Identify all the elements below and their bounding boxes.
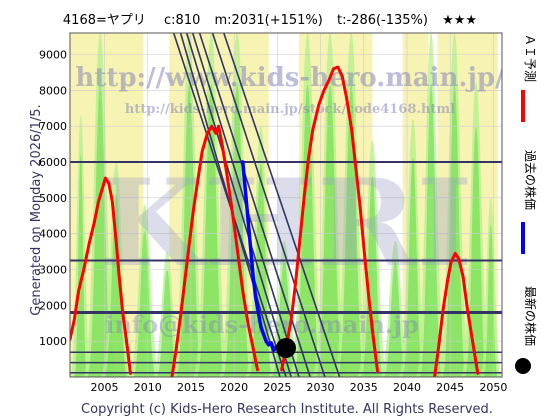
trend-line [211,33,326,377]
green-ridge-core [361,175,384,377]
current-price-label: c:810 [164,13,200,28]
x-tick-label: 2020 [220,381,248,394]
legend-label-latest-price: 最新の株価 [523,286,538,346]
green-ridge-core [402,157,424,377]
svg-text:4168=ヤプリ c:810 m:2: 4168=ヤプリ c:810 m:2031(+151%) t:-286(-135… [63,13,477,28]
green-ridge-core [74,154,88,377]
y-tick-label: 7000 [39,120,67,133]
green-ridge-core [483,224,498,377]
latest-price-marker [276,337,296,358]
x-tick-label: 2015 [177,381,205,394]
ai-forecast-line [280,65,380,374]
copyright-footer: Copyright (c) Kids-Hero Research Institu… [81,402,493,417]
green-ridge-core [133,230,157,377]
legend-swatch-latest-price [515,358,531,374]
x-tick-label: 2050 [479,381,507,394]
green-ridge-core [104,194,128,377]
x-tick-label: 2035 [350,381,378,394]
green-ridge-core [442,84,467,377]
x-tick-label: 2010 [134,381,162,394]
legend-label-ai-forecast: ＡＩ予測 [523,34,537,82]
green-ridge-core [316,84,344,377]
legend-label-past-price: 過去の株価 [523,150,538,210]
watermark-url-code: http://kids-hero.main.jp/stock/code4168.… [125,102,455,117]
y-tick-label: 6000 [39,156,67,169]
y-tick-label: 4000 [39,228,67,241]
green-ridge-core [156,270,178,377]
watermark-url-main: http://www.kids-hero.main.jp/ [75,63,505,93]
rating-stars: ★★★ [442,13,477,28]
green-ridge-core [197,84,226,377]
green-ridge-core [419,84,443,377]
green-ridge-core [337,84,365,377]
watermark-logo: KHRI [99,153,473,294]
x-tick-label: 2045 [436,381,464,394]
y-tick-label: 1000 [39,335,67,348]
plot-frame [69,32,503,378]
trend-line [185,33,292,377]
y-tick-label: 9000 [39,49,67,62]
ai-forecast-line [170,124,259,377]
max-forecast-label: m:2031(+151%) [215,13,323,28]
y-tick-label: 2000 [39,299,67,312]
green-ridge-core [464,127,488,377]
x-tick-label: 2025 [263,381,291,394]
plot-area: KHRI http://www.kids-hero.main.jp/http://… [70,33,505,377]
min-forecast-label: t:-286(-135%) [337,13,428,28]
ai-forecast-line [70,176,132,375]
ai-forecast-line [433,251,480,377]
green-ridge-core [248,163,274,377]
y-tick-label: 8000 [39,84,67,97]
generated-date-label: Generated on Monday 2026/1/5. [29,104,44,315]
ticker-label: 4168=ヤプリ [63,13,146,28]
green-ridge-core [87,84,114,377]
x-tick-label: 2005 [91,381,119,394]
trend-line [223,33,341,377]
y-tick-label: 5000 [39,192,67,205]
x-tick-label: 2040 [393,381,421,394]
x-tick-label: 2030 [307,381,335,394]
y-tick-label: 3000 [39,264,67,277]
green-ridge-core [383,261,407,377]
